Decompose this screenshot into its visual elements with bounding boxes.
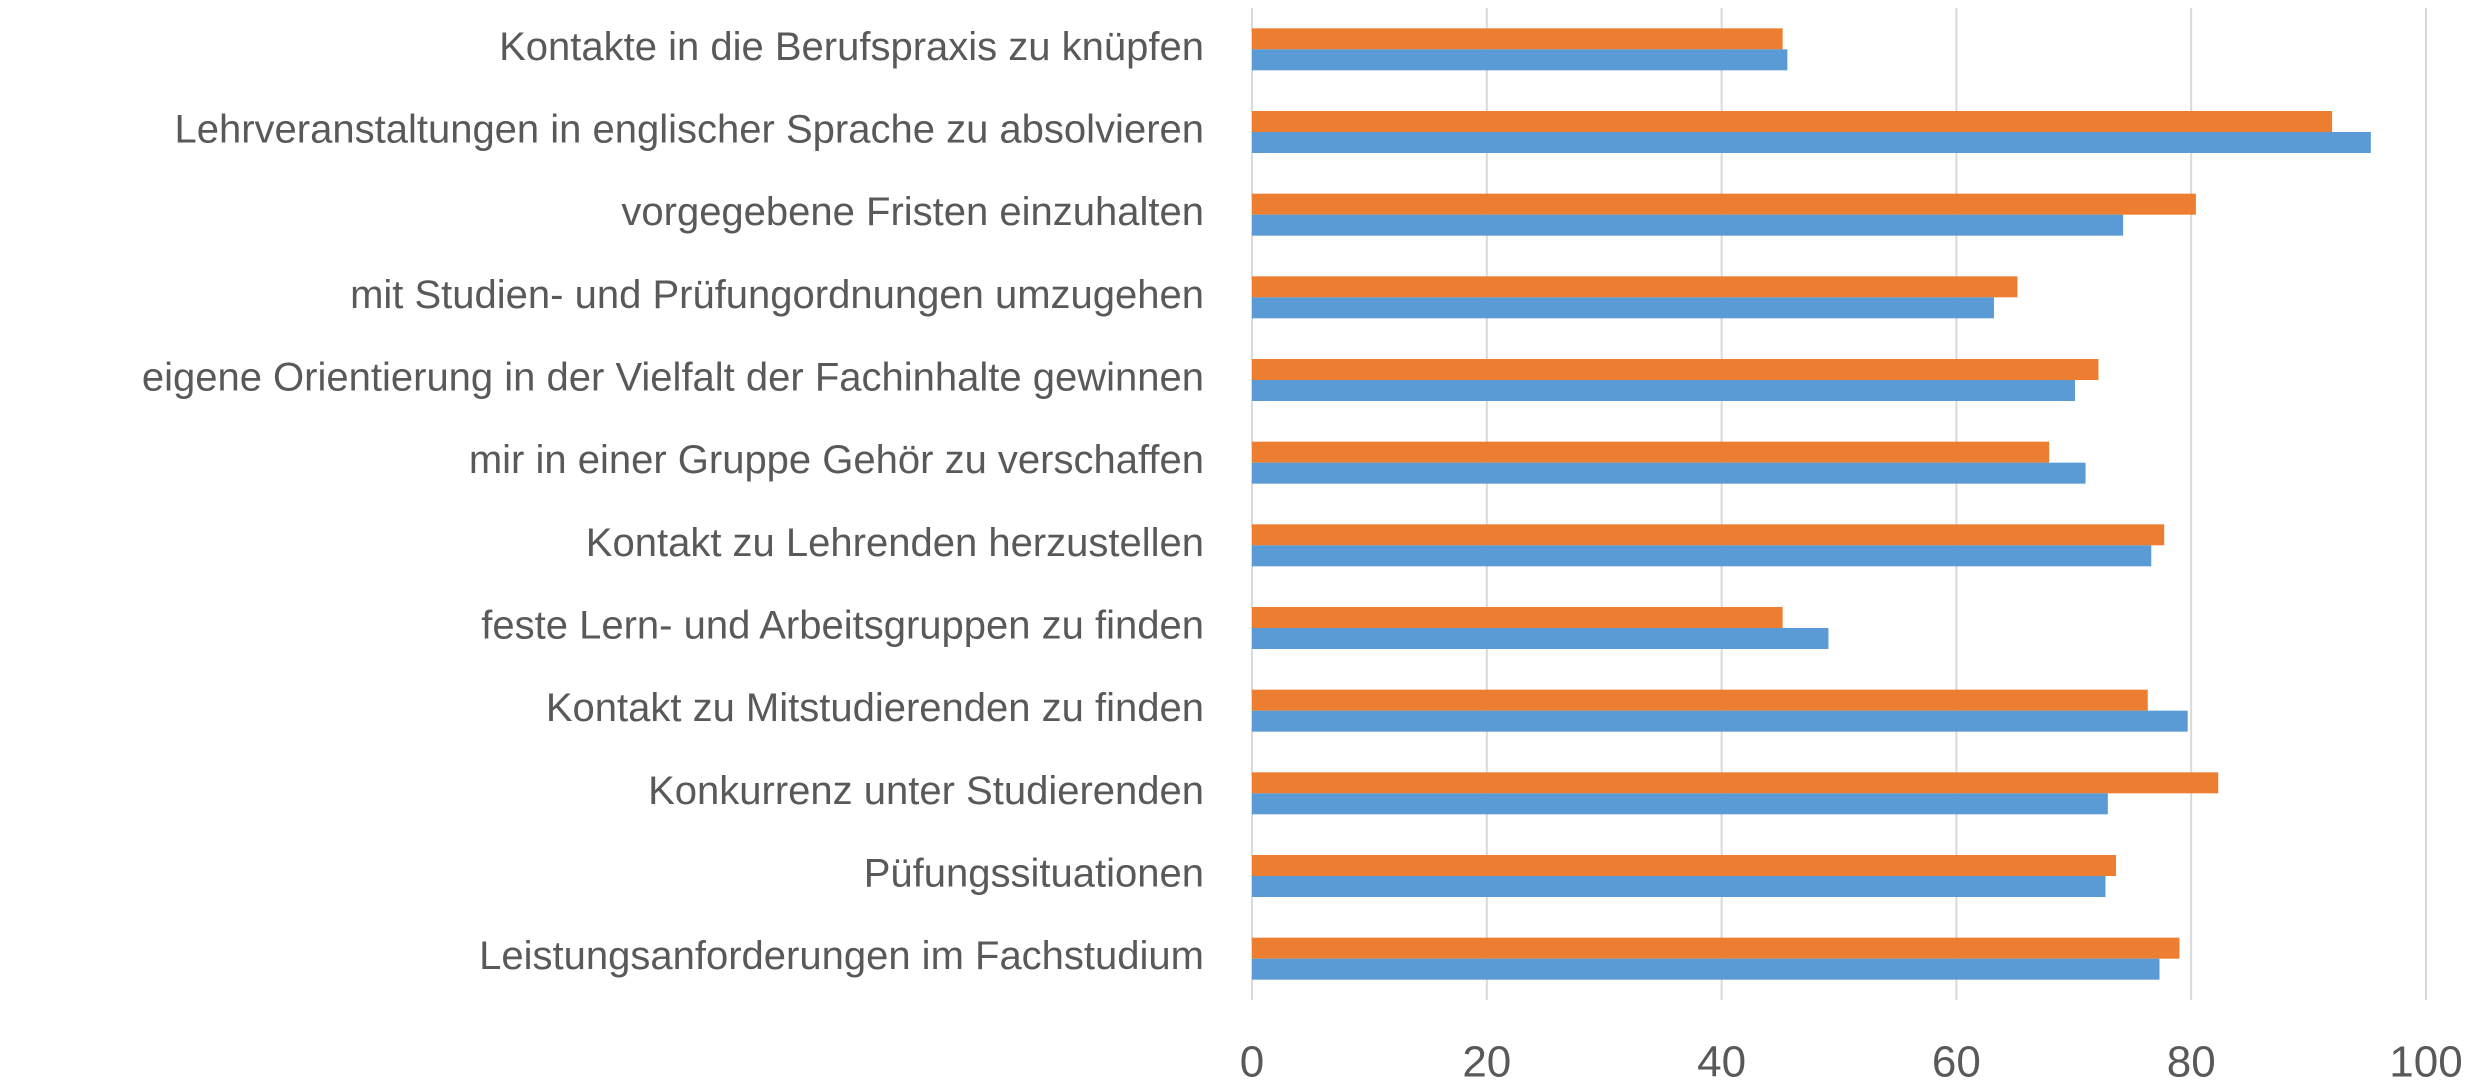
bar: [1252, 193, 2196, 215]
x-tick-label: 0: [1240, 1038, 1264, 1087]
y-tick-label: Kontakte in die Berufspraxis zu knüpfen: [499, 25, 1204, 69]
y-tick-label: feste Lern- und Arbeitsgruppen zu finden: [481, 604, 1204, 648]
y-tick-label: Konkurrenz unter Studierenden: [648, 769, 1204, 813]
bar: [1252, 710, 2188, 732]
bar: [1252, 462, 2086, 484]
bar: [1252, 441, 2050, 463]
bar: [1252, 28, 1783, 50]
bar: [1252, 359, 2099, 380]
y-tick-label: eigene Orientierung in der Vielfalt der …: [142, 356, 1204, 400]
x-tick-label: 60: [1932, 1038, 1981, 1087]
bar: [1252, 793, 2108, 815]
bar: [1252, 937, 2180, 959]
y-tick-label: mit Studien- und Prüfungordnungen umzuge…: [350, 273, 1204, 317]
y-tick-label: mir in einer Gruppe Gehör zu verschaffen: [469, 438, 1204, 482]
bar: [1252, 380, 2075, 401]
bar: [1252, 276, 2018, 298]
bar: [1252, 628, 1829, 649]
bar: [1252, 689, 2148, 711]
bar: [1252, 876, 2106, 897]
bar: [1252, 958, 2160, 980]
x-tick-label: 40: [1697, 1038, 1746, 1087]
x-tick-label: 80: [2167, 1038, 2216, 1087]
y-tick-label: Kontakt zu Mitstudierenden zu finden: [546, 686, 1204, 730]
bar: [1252, 111, 2333, 132]
bar: [1252, 524, 2165, 546]
bar: [1252, 855, 2117, 876]
y-tick-label: Leistungsanforderungen im Fachstudium: [479, 934, 1204, 978]
bar: [1252, 772, 2219, 794]
y-tick-label: Kontakt zu Lehrenden herzustellen: [586, 521, 1204, 565]
bar: [1252, 214, 2124, 236]
x-tick-label: 100: [2389, 1038, 2462, 1087]
y-tick-label: Püfungssituationen: [864, 852, 1204, 896]
bar: [1252, 49, 1788, 71]
bar: [1252, 132, 2371, 153]
x-tick-label: 20: [1462, 1038, 1511, 1087]
bar: [1252, 297, 1994, 319]
y-tick-label: vorgegebene Fristen einzuhalten: [621, 190, 1204, 234]
bar: [1252, 545, 2152, 567]
y-tick-label: Lehrveranstaltungen in englischer Sprach…: [174, 108, 1204, 152]
bar: [1252, 607, 1783, 628]
